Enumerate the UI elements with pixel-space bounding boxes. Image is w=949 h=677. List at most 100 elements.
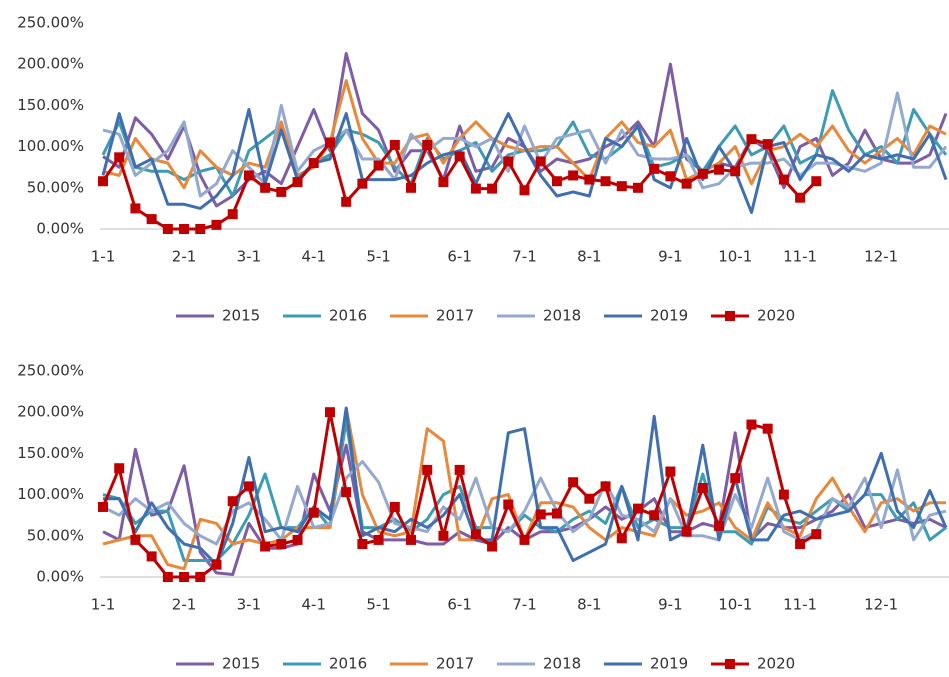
x-tick-label: 11-1 (783, 596, 817, 614)
series-marker (616, 533, 627, 544)
x-tick-label: 10-1 (718, 596, 752, 614)
series-marker (179, 224, 190, 234)
series-marker (519, 534, 530, 545)
series-marker (714, 164, 725, 175)
series-marker (584, 174, 595, 185)
series-marker (519, 185, 530, 196)
series-marker (470, 529, 481, 540)
series-marker (551, 176, 562, 187)
series-marker (568, 170, 579, 181)
series-marker (746, 134, 757, 145)
series-marker (114, 463, 125, 474)
series-marker (130, 203, 141, 214)
x-tick-label: 3-1 (237, 248, 262, 266)
series-marker (438, 177, 449, 188)
series-marker (179, 572, 190, 582)
legend-label: 2018 (543, 655, 581, 673)
legend-label: 2017 (436, 307, 474, 325)
legend-label: 2018 (543, 307, 581, 325)
x-tick-label: 6-1 (447, 248, 472, 266)
series-marker (503, 499, 514, 510)
legend-label: 2017 (436, 655, 474, 673)
series-marker (811, 176, 822, 187)
x-tick-label: 2-1 (172, 248, 197, 266)
series-marker (568, 477, 579, 488)
series-marker (600, 481, 611, 492)
series-marker (762, 139, 773, 150)
x-tick-label: 12-1 (864, 596, 898, 614)
series-marker (454, 464, 465, 475)
y-tick-label: 250.00% (17, 362, 84, 380)
x-tick-label: 4-1 (302, 248, 327, 266)
legend-label: 2016 (329, 655, 367, 673)
series-marker (438, 530, 449, 541)
legend-label: 2015 (222, 307, 260, 325)
series-marker (389, 139, 400, 150)
chart-panel: 0.00% 50.00% 100.00% 150.00% 200.00% 250.00% 1… (17, 14, 949, 325)
x-tick-label: 9-1 (658, 596, 683, 614)
series-marker (195, 224, 206, 234)
x-tick-label: 7-1 (512, 596, 537, 614)
series-marker (665, 171, 676, 182)
y-tick-label: 0.00% (36, 220, 84, 238)
y-tick-label: 250.00% (17, 14, 84, 32)
series-marker (211, 559, 222, 570)
y-tick-label: 100.00% (17, 137, 84, 155)
series-marker (778, 174, 789, 185)
series-marker (308, 507, 319, 518)
legend-label: 2016 (329, 307, 367, 325)
series-marker (795, 539, 806, 550)
series-marker (681, 526, 692, 537)
series-marker (535, 156, 546, 167)
series-marker (649, 510, 660, 521)
legend-marker (725, 659, 735, 669)
series-marker (487, 541, 498, 552)
series-marker (454, 151, 465, 162)
series-marker (632, 503, 643, 514)
x-tick-label: 2-1 (172, 596, 197, 614)
series-marker (649, 163, 660, 174)
series-marker (130, 534, 141, 545)
series-marker (341, 487, 352, 498)
series-marker (616, 181, 627, 192)
series-marker (584, 493, 595, 504)
legend-label: 2020 (757, 655, 795, 673)
series-marker (811, 529, 822, 540)
series-marker (406, 534, 417, 545)
legend-label: 2015 (222, 655, 260, 673)
series-marker (98, 176, 108, 187)
x-tick-label: 8-1 (577, 596, 602, 614)
series-line (103, 406, 948, 567)
series-marker (260, 182, 271, 193)
y-tick-label: 50.00% (27, 526, 84, 544)
x-tick-label: 4-1 (302, 596, 327, 614)
series-marker (276, 186, 287, 197)
series-marker (632, 182, 643, 193)
series-marker (551, 508, 562, 519)
x-tick-label: 5-1 (366, 248, 391, 266)
series-line (101, 108, 948, 214)
series-marker (195, 572, 206, 582)
series-marker (292, 534, 303, 545)
x-tick-label: 7-1 (512, 248, 537, 266)
series-marker (503, 156, 514, 167)
series-marker (114, 152, 125, 163)
series-marker (292, 177, 303, 188)
x-tick-label: 9-1 (658, 248, 683, 266)
series-marker (227, 209, 238, 220)
legend-label: 2020 (757, 307, 795, 325)
series-marker (795, 192, 806, 203)
series-line (102, 79, 947, 190)
series-marker (341, 196, 352, 207)
series-marker (324, 407, 335, 418)
x-tick-label: 6-1 (447, 596, 472, 614)
series-marker (308, 158, 319, 169)
x-tick-label: 11-1 (783, 248, 817, 266)
series-marker (697, 483, 708, 494)
series-marker (470, 183, 481, 194)
series-marker (357, 539, 368, 550)
legend-label: 2019 (650, 307, 688, 325)
series-marker (389, 501, 400, 512)
series-marker (260, 541, 271, 552)
